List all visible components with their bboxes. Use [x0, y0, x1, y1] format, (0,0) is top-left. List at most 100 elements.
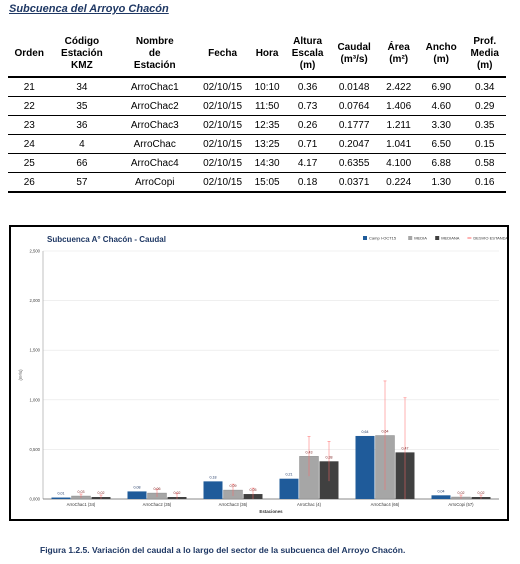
column-header: Fecha [196, 32, 249, 78]
table-cell: 21 [8, 77, 51, 97]
table-cell: 0.2047 [329, 134, 379, 154]
table-cell: 14:30 [248, 153, 286, 173]
table-cell: 0.6355 [329, 153, 379, 173]
column-header: Altura Escala (m) [285, 32, 330, 78]
data-label: 0,05 [250, 488, 257, 492]
table-cell: 0.0148 [329, 77, 379, 97]
data-label: 0,03 [78, 490, 85, 494]
table-cell: 02/10/15 [196, 134, 249, 154]
column-header: Nombre de Estación [113, 32, 197, 78]
column-header-line: (m) [476, 60, 493, 71]
column-header: Hora [248, 32, 286, 78]
table-cell: 0.1777 [329, 115, 379, 135]
table-cell: 34 [50, 77, 114, 97]
data-label: 0,18 [210, 475, 217, 479]
y-tick-label: 0,000 [30, 497, 41, 502]
legend-entry: DESVIO ESTANDAR [473, 236, 507, 241]
column-header-line: KMZ [71, 60, 93, 71]
table-cell: 0.58 [463, 153, 506, 173]
column-header-line: Estación [133, 60, 176, 71]
bar [355, 435, 375, 499]
chart-title: Subcuenca A° Chacón - Caudal [47, 235, 166, 244]
table-cell: 1.30 [418, 172, 464, 193]
x-tick-label: ArroChac3 (36) [219, 502, 248, 507]
table-cell: 0.34 [463, 77, 506, 97]
table-cell: 12:35 [248, 115, 286, 135]
column-header: Prof. Media (m) [463, 32, 506, 78]
table-cell: ArroChac1 [113, 77, 197, 97]
table-cell: 0.71 [285, 134, 330, 154]
table-cell: ArroChac3 [113, 115, 197, 135]
table-cell: 26 [8, 172, 51, 193]
legend-swatch [435, 236, 440, 240]
column-header: Ancho (m) [418, 32, 464, 78]
column-header-line: Caudal [337, 42, 371, 53]
data-label: 0,64 [382, 430, 389, 434]
table-cell: 0.0371 [329, 172, 379, 193]
table-row: 24 4 ArroChac 02/10/15 13:25 0.71 0.2047 1.041 6… [8, 134, 506, 154]
table-cell: 57 [50, 172, 114, 193]
table-row: 21 34 ArroChac1 02/10/15 10:10 0.36 0.0148 2.42… [8, 77, 506, 97]
discharge-bar-chart: Subcuenca A° Chacón - Caudal Camp I-OCT15… [18, 235, 507, 514]
table-cell: 0.26 [285, 115, 330, 135]
table-cell: 4.100 [378, 153, 419, 173]
table-cell: 6.50 [418, 134, 464, 154]
column-header: Área (m²) [378, 32, 419, 78]
table-cell: ArroChac [113, 134, 197, 154]
table-cell: 02/10/15 [196, 172, 249, 193]
table-cell: 25 [8, 153, 51, 173]
table-cell: 02/10/15 [196, 77, 249, 97]
table-cell: 1.041 [378, 134, 419, 154]
column-header-line: Hora [255, 48, 279, 59]
table-cell: 0.224 [378, 172, 419, 193]
column-header-line: Fecha [208, 48, 238, 59]
table-cell: 02/10/15 [196, 153, 249, 173]
column-header: Orden [8, 32, 51, 78]
table-cell: 6.88 [418, 153, 464, 173]
table-cell: 11:50 [248, 96, 286, 116]
table-row: 26 57 ArroCopi 02/10/15 15:05 0.18 0.0371 0.224… [8, 172, 506, 193]
table-cell: 0.29 [463, 96, 506, 116]
column-header: Caudal (m³/s) [329, 32, 379, 78]
figure-caption: Figura 1.2.5. Variación del caudal a lo … [40, 545, 406, 555]
table-cell: 2.422 [378, 77, 419, 97]
column-header-line: Orden [14, 48, 44, 59]
table-cell: 02/10/15 [196, 115, 249, 135]
table-cell: 1.211 [378, 115, 419, 135]
column-header-line: (m²) [389, 54, 409, 65]
x-tick-label: ArroChac4 (66) [371, 502, 400, 507]
table-cell: 4 [50, 134, 114, 154]
column-header-line: (m³/s) [340, 54, 368, 65]
column-header-line: Nombre [135, 36, 174, 47]
data-label: 0,02 [458, 491, 465, 495]
table-cell: 3.30 [418, 115, 464, 135]
chart-area: Subcuenca A° Chacón - Caudal Camp I-OCT15… [11, 227, 507, 519]
table-header-row: Orden Código Estación KMZ Nombre de Estación Fe… [8, 32, 506, 78]
column-header-line: Media [470, 48, 499, 59]
legend-swatch [408, 236, 413, 240]
legend-entry: MEDIA [414, 236, 427, 241]
y-tick-label: 0,500 [30, 447, 41, 452]
table-cell: 1.406 [378, 96, 419, 116]
y-tick-label: 1,000 [30, 397, 41, 402]
table-cell: 35 [50, 96, 114, 116]
y-tick-label: 2,500 [30, 249, 41, 254]
bar [279, 478, 299, 499]
table-row: 22 35 ArroChac2 02/10/15 11:50 0.73 0.0764 1.40… [8, 96, 506, 116]
table-cell: 0.18 [285, 172, 330, 193]
data-label: 0,38 [326, 455, 333, 459]
table-cell: 0.36 [285, 77, 330, 97]
table-cell: 23 [8, 115, 51, 135]
table-cell: 36 [50, 115, 114, 135]
table-cell: ArroChac2 [113, 96, 197, 116]
column-header: Código Estación KMZ [50, 32, 114, 78]
column-header-line: Escala [291, 48, 324, 59]
bar [51, 497, 71, 499]
column-header-line: (m) [433, 54, 449, 65]
data-label: 0,02 [478, 491, 485, 495]
data-label: 0,02 [98, 491, 105, 495]
data-label: 0,21 [286, 473, 293, 477]
bar [203, 481, 223, 499]
section-heading: Subcuenca del Arroyo Chacón [9, 3, 169, 15]
data-label: 0,64 [362, 430, 369, 434]
